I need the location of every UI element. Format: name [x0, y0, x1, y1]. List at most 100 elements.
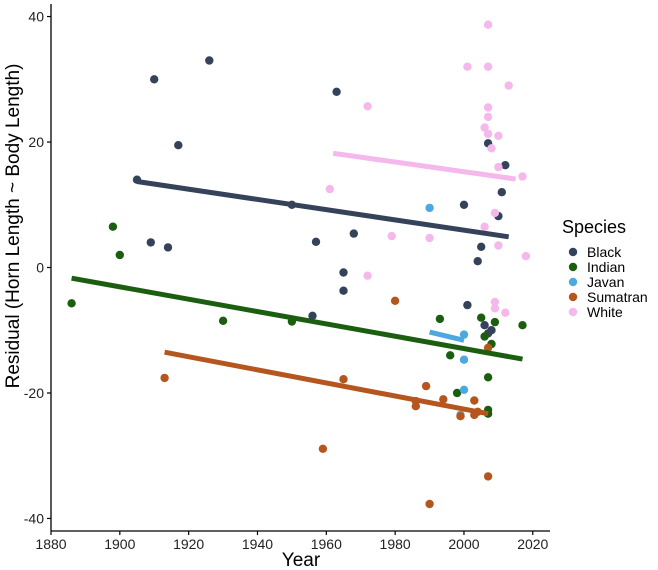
- legend-label-javan: Javan: [587, 274, 624, 290]
- indian-point: [218, 316, 228, 325]
- sumatran-point: [339, 375, 348, 384]
- black-point: [501, 161, 510, 170]
- sumatran-point: [470, 396, 479, 405]
- plot-area: [67, 20, 531, 509]
- white-point: [504, 81, 513, 90]
- white-point: [480, 222, 489, 231]
- x-tick-label: 2020: [517, 536, 548, 552]
- javan-point: [459, 385, 469, 394]
- black-point: [163, 243, 173, 252]
- y-tick-label: 0: [36, 260, 44, 276]
- legend-swatch-indian: [568, 262, 578, 272]
- indian-series: [67, 222, 527, 418]
- white-point: [483, 103, 493, 112]
- white-point: [501, 308, 510, 317]
- sumatran-point: [439, 395, 448, 404]
- indian-point: [452, 388, 462, 398]
- white-point: [521, 252, 531, 261]
- indian-point: [67, 299, 76, 308]
- javan-point: [459, 330, 469, 339]
- sumatran-point: [483, 343, 493, 352]
- legend-swatch-javan: [568, 277, 578, 287]
- black-point: [205, 56, 214, 65]
- white-point: [518, 172, 527, 181]
- white-point: [483, 20, 493, 29]
- legend-label-white: White: [587, 304, 623, 320]
- legend-swatch-black: [568, 247, 578, 257]
- black-point: [480, 321, 489, 330]
- black-point: [339, 286, 348, 295]
- x-tick-label: 1900: [104, 536, 135, 552]
- black-point: [146, 238, 155, 247]
- black-point: [463, 300, 472, 310]
- x-tick-label: 1980: [380, 536, 411, 552]
- black-point: [150, 75, 159, 84]
- legend-swatch-white: [568, 307, 578, 317]
- white-point: [483, 62, 493, 71]
- tick-labels: 1880 1900 1920 1940 1960 1980 2000 2020 -40 -20 0 2…: [24, 9, 549, 552]
- sumatran-point: [456, 412, 465, 421]
- legend-label-sumatran: Sumatran: [587, 289, 648, 305]
- indian-point: [477, 313, 486, 322]
- white-point: [490, 297, 500, 307]
- legend-label-indian: Indian: [587, 259, 625, 275]
- black-point: [477, 242, 486, 251]
- white-point: [425, 233, 434, 243]
- black-trend-line: [136, 179, 510, 240]
- black-point: [174, 141, 183, 150]
- black-point: [473, 257, 482, 266]
- sumatran-point: [425, 499, 434, 509]
- indian-point: [490, 317, 500, 327]
- white-trend-line: [332, 150, 516, 182]
- x-tick-label: 1880: [35, 536, 66, 552]
- y-tick-label: 40: [28, 9, 44, 25]
- legend-swatch-sumatran: [568, 292, 578, 302]
- y-tick-label: 20: [28, 134, 44, 150]
- indian-point: [446, 351, 455, 360]
- white-point: [480, 123, 489, 132]
- black-series: [132, 56, 510, 338]
- indian-point: [108, 222, 118, 231]
- sumatran-point: [390, 296, 400, 305]
- y-axis-title: Residual (Horn Length ~ Body Length): [3, 64, 24, 389]
- black-point: [308, 311, 317, 320]
- indian-point: [483, 373, 493, 382]
- white-point: [463, 62, 472, 71]
- white-series: [325, 20, 531, 317]
- legend-label-black: Black: [587, 244, 622, 260]
- black-point: [339, 268, 348, 277]
- white-point: [494, 241, 503, 250]
- sumatran-series: [160, 296, 493, 509]
- sumatran-point: [160, 373, 169, 383]
- y-tick-label: -40: [24, 510, 44, 526]
- black-point: [497, 188, 506, 197]
- sumatran-point: [483, 472, 493, 481]
- black-point: [311, 237, 321, 246]
- sumatran-trend-line: [164, 349, 489, 417]
- white-point: [483, 129, 493, 139]
- indian-point: [480, 332, 489, 341]
- axes: [47, 4, 550, 535]
- javan-point: [425, 203, 434, 213]
- javan-trend-line: [429, 329, 465, 343]
- white-point: [487, 144, 496, 153]
- white-point: [325, 184, 334, 194]
- sumatran-point: [318, 444, 328, 453]
- x-tick-label: 1960: [311, 536, 342, 552]
- indian-point: [115, 250, 125, 260]
- x-tick-label: 1940: [242, 536, 273, 552]
- javan-point: [459, 355, 469, 364]
- x-tick-label: 1920: [173, 536, 204, 552]
- indian-point: [435, 314, 445, 324]
- indian-point: [518, 321, 527, 330]
- indian-trend-line: [71, 275, 523, 362]
- black-point: [349, 229, 358, 238]
- x-tick-label: 2000: [448, 536, 479, 552]
- legend-title: Species: [562, 217, 626, 237]
- sumatran-point: [411, 402, 420, 411]
- white-point: [483, 112, 493, 122]
- white-point: [494, 131, 503, 140]
- black-point: [487, 326, 496, 335]
